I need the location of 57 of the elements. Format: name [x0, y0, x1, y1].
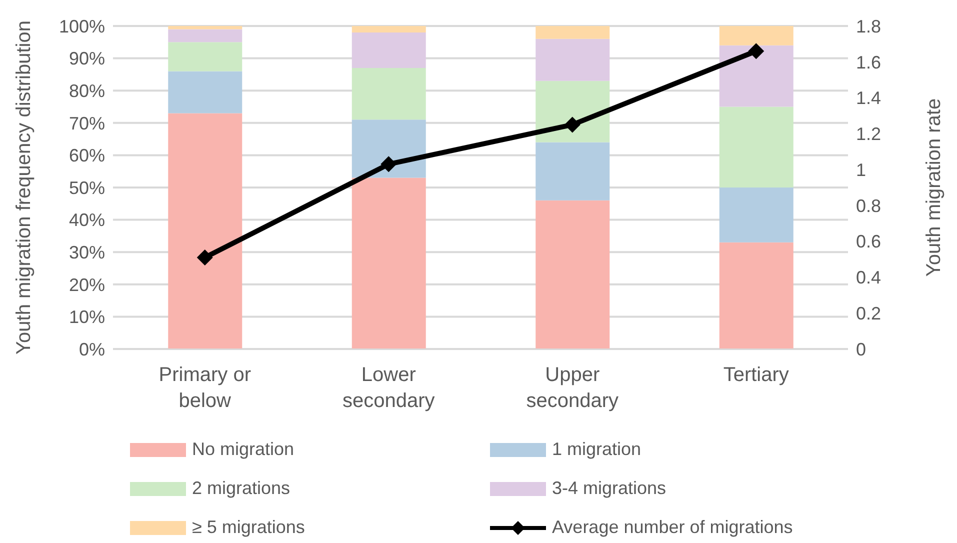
- y-tick-label: 50%: [68, 178, 105, 198]
- bar: [719, 45, 794, 107]
- legend-label: 2 migrations: [192, 478, 290, 499]
- bar: [536, 26, 610, 39]
- y-tick-label: 100%: [58, 16, 105, 36]
- y2-tick-label: 1.8: [856, 16, 882, 36]
- bar: [352, 32, 426, 68]
- y-tick-label: 30%: [68, 242, 105, 262]
- point: [196, 249, 213, 266]
- bar: [536, 38, 610, 81]
- bar: [536, 200, 610, 349]
- bar: [168, 71, 242, 114]
- y-tick-label: 70%: [68, 113, 105, 134]
- bar: [352, 26, 426, 32]
- y2-tick-label: 0.4: [856, 268, 882, 288]
- y-tick-label: 80%: [68, 80, 105, 101]
- y2-tick-label: 1.2: [856, 124, 882, 144]
- bar: [719, 188, 794, 242]
- x-tick-label: Upper secondary: [526, 364, 619, 412]
- y2-tick-label: 1: [856, 160, 866, 180]
- x-tick-label: Lower secondary: [342, 364, 435, 412]
- y2-tick-label: 1.6: [856, 52, 882, 72]
- bar: [168, 42, 242, 72]
- y2-tick-label: 0.6: [856, 232, 882, 252]
- y2-tick-label: 0.8: [856, 196, 882, 216]
- x-tick-label: Tertiary: [723, 364, 789, 386]
- x-tick-label: Primary or below: [158, 364, 252, 412]
- bar: [352, 178, 426, 349]
- bar: [719, 106, 794, 188]
- bar: [719, 26, 794, 46]
- legend-label: 3-4 migrations: [552, 478, 666, 499]
- point: [748, 43, 764, 60]
- legend-label: No migration: [192, 439, 294, 460]
- point: [380, 156, 397, 172]
- legend-label: ≥ 5 migrations: [192, 517, 305, 538]
- y2-axis-title: Youth migration rate: [923, 98, 946, 277]
- y-tick-label: 0%: [78, 339, 105, 360]
- legend-label: 1 migration: [552, 439, 642, 460]
- bar: [168, 26, 242, 30]
- y-tick-label: 60%: [68, 146, 105, 166]
- bar: [168, 29, 242, 42]
- y2-tick-label: 0: [856, 339, 866, 360]
- y-tick-label: 20%: [68, 274, 105, 295]
- y2-tick-label: 1.4: [856, 88, 882, 108]
- bar: [352, 68, 426, 120]
- legend-label: Average number of migrations: [552, 517, 793, 538]
- bar: [536, 80, 610, 142]
- y2-tick-label: 0.2: [856, 304, 882, 324]
- point: [564, 116, 580, 133]
- bar: [536, 142, 610, 200]
- y-axis-title: Youth migration frequency distribution: [13, 20, 36, 354]
- y-tick-label: 10%: [68, 307, 105, 328]
- bar: [352, 120, 426, 178]
- y-tick-label: 90%: [68, 48, 105, 69]
- bar: [168, 113, 242, 349]
- bar: [719, 242, 794, 349]
- y-tick-label: 40%: [68, 210, 105, 230]
